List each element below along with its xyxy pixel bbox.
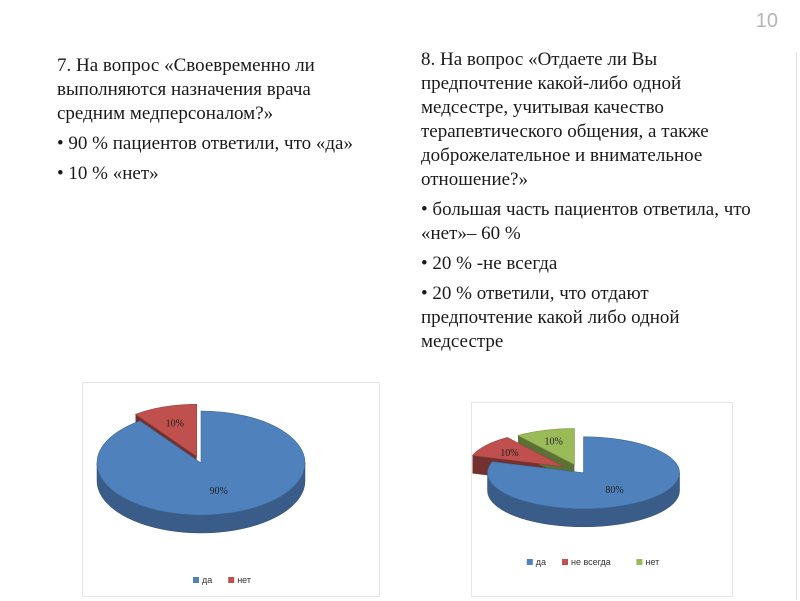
right-bullet: • 20 % -не всегда	[421, 253, 558, 274]
pie-slice-да	[96, 410, 306, 516]
legend-swatch	[562, 559, 568, 565]
legend-item: нет	[636, 557, 659, 567]
right-text-block: 8. На вопрос «Отдаете ли Вы предпочтение…	[421, 48, 761, 360]
legend-item: нет	[228, 575, 251, 585]
left-bullet: • 90 % пациентов ответили, что «да»	[57, 133, 353, 154]
legend-item: не всегда	[562, 557, 611, 567]
legend-label: нет	[237, 575, 251, 585]
left-bullet: • 10 % «нет»	[57, 163, 159, 184]
right-bullet: • 20 % ответили, что отдают предпочтение…	[421, 283, 680, 352]
legend-swatch	[193, 577, 199, 583]
pie-data-label: 10%	[544, 437, 562, 448]
legend-swatch	[228, 577, 235, 583]
left-text-block: 7. На вопрос «Своевременно ли выполняютс…	[57, 54, 382, 192]
slide-divider	[796, 52, 797, 600]
pie-data-label: 10%	[500, 448, 518, 459]
legend-label: да	[536, 557, 546, 567]
right-question: 8. На вопрос «Отдаете ли Вы предпочтение…	[421, 49, 709, 190]
pie-slice-нет	[517, 428, 575, 466]
pie-data-label: 80%	[605, 485, 623, 496]
right-bullet: • большая часть пациентов ответила, что …	[421, 199, 751, 244]
pie-chart-1: 90% 10% да нет	[82, 382, 380, 597]
left-question: 7. На вопрос «Своевременно ли выполняютс…	[57, 55, 315, 124]
legend-label: да	[202, 575, 212, 585]
pie-chart-2: 80% 10% 10% да не всегда нет	[471, 402, 733, 597]
legend-label: нет	[645, 557, 659, 567]
legend-swatch	[636, 559, 643, 565]
pie-slice-да	[487, 436, 680, 510]
legend-item: да	[193, 575, 212, 585]
legend-label: не всегда	[571, 557, 611, 567]
pie-data-label: 90%	[210, 486, 228, 497]
legend-item: да	[526, 557, 546, 567]
legend-swatch	[526, 559, 533, 565]
pie-chart-2-svg: 80% 10% 10% да не всегда нет	[471, 428, 680, 567]
pie-chart-1-svg: 90% 10% да нет	[96, 404, 306, 585]
pie-slice-не-всегда	[471, 437, 564, 467]
pie-slice-нет	[134, 404, 197, 457]
pie-data-label: 10%	[166, 419, 184, 430]
slide-number: 10	[755, 10, 778, 32]
